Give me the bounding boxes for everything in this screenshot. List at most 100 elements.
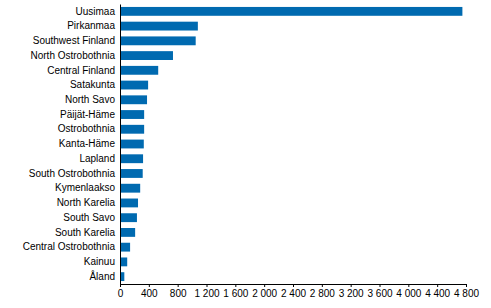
x-tick-label: 2 000 [252, 288, 277, 299]
x-tick-label: 400 [141, 288, 158, 299]
y-tick: Kainuu [84, 256, 115, 267]
x-tick: 2 000 [252, 284, 277, 299]
bar [120, 243, 130, 252]
x-axis: 0 400 800 1 200 1 600 2 000 2 400 2 800 3 2003 6… [118, 284, 480, 299]
y-tick-label: Päijät-Häme [60, 109, 115, 120]
x-tick: 4 800 [454, 284, 479, 299]
x-tick-label: 800 [170, 288, 187, 299]
chart: 0 400 800 1 200 1 600 2 000 2 400 2 800 3 2003 6… [0, 0, 491, 308]
y-tick: Central Ostrobothnia [23, 241, 116, 252]
x-tick-mark [408, 284, 409, 287]
y-tick-label: Satakunta [70, 79, 115, 90]
x-tick-mark [351, 284, 352, 287]
x-tick: 2 800 [310, 284, 335, 299]
x-tick-mark [322, 284, 323, 287]
y-tick: North Karelia [57, 197, 116, 208]
bar [120, 110, 144, 119]
y-tick: Päijät-Häme [60, 109, 115, 120]
plot: 0 400 800 1 200 1 600 2 000 2 400 2 800 3 2003 6… [23, 5, 480, 300]
y-tick-label: South Savo [63, 212, 115, 223]
y-tick: South Ostrobothnia [29, 168, 116, 179]
bar [120, 169, 143, 178]
y-tick-label: Pirkanmaa [67, 20, 115, 31]
x-tick-label: 3 200 [339, 288, 364, 299]
x-tick: 0 [118, 284, 124, 299]
y-tick: North Savo [65, 94, 115, 105]
bars [120, 7, 462, 281]
x-tick: 4 400 [425, 284, 450, 299]
x-tick-label: 4 400 [425, 288, 450, 299]
y-tick: South Savo [63, 212, 115, 223]
y-tick-label: Kainuu [84, 256, 115, 267]
x-tick-label: 3 600 [367, 288, 392, 299]
y-tick: Central Finland [47, 65, 115, 76]
y-tick: Lapland [79, 153, 115, 164]
y-tick-label: Kanta-Häme [59, 138, 116, 149]
x-tick: 400 [141, 284, 158, 299]
bar [120, 140, 144, 149]
y-tick-label: South Karelia [55, 227, 115, 238]
x-tick-mark [380, 284, 381, 287]
x-tick-label: 4 000 [396, 288, 421, 299]
x-tick-label: 4 800 [454, 288, 479, 299]
x-tick: 1 200 [194, 284, 219, 299]
y-tick: Uusimaa [76, 6, 116, 17]
bar [120, 184, 140, 193]
x-tick-mark [293, 284, 294, 287]
y-tick-label: North Ostrobothnia [31, 50, 116, 61]
x-tick-label: 1 200 [194, 288, 219, 299]
y-tick-label: Lapland [79, 153, 115, 164]
y-tick-label: Southwest Finland [33, 35, 115, 46]
x-axis-line [121, 285, 467, 288]
y-tick: Pirkanmaa [67, 20, 115, 31]
x-tick-mark [149, 284, 150, 287]
x-tick-mark [207, 284, 208, 287]
y-axis-line [120, 5, 121, 285]
bar [120, 257, 127, 266]
x-tick-mark [235, 284, 236, 287]
bar [120, 51, 173, 60]
y-tick-label: Central Finland [47, 65, 115, 76]
y-tick: Satakunta [70, 79, 115, 90]
x-tick-mark [178, 284, 179, 287]
bar [120, 125, 144, 134]
y-tick-label: Uusimaa [76, 6, 116, 17]
bar [120, 213, 137, 222]
bar [120, 36, 196, 45]
y-tick-label: Åland [89, 270, 115, 282]
bar [120, 22, 198, 31]
x-tick: 3 600 [367, 284, 392, 299]
x-tick-label: 1 600 [223, 288, 248, 299]
x-tick: 3 200 [339, 284, 364, 299]
y-tick-label: North Savo [65, 94, 115, 105]
x-tick: 800 [170, 284, 187, 299]
y-tick: Kanta-Häme [59, 138, 116, 149]
y-tick-label: North Karelia [57, 197, 116, 208]
x-tick-mark [437, 284, 438, 287]
y-tick: South Karelia [55, 227, 115, 238]
x-tick: 4 000 [396, 284, 421, 299]
y-tick-label: Ostrobothnia [58, 123, 116, 134]
x-tick-label: 0 [118, 288, 124, 299]
bar [120, 81, 148, 90]
bar [120, 228, 135, 237]
y-tick-label: South Ostrobothnia [29, 168, 116, 179]
y-tick: Kymenlaakso [55, 182, 115, 193]
y-tick-label: Kymenlaakso [55, 182, 115, 193]
y-axis: Uusimaa Pirkanmaa Southwest Finland North O… [23, 5, 121, 285]
y-tick-label: Central Ostrobothnia [23, 241, 116, 252]
y-tick: Ostrobothnia [58, 123, 116, 134]
bar [120, 154, 143, 163]
x-tick: 1 600 [223, 284, 248, 299]
x-tick: 2 400 [281, 284, 306, 299]
x-tick-mark [264, 284, 265, 287]
x-tick-mark [466, 284, 467, 287]
bar [120, 199, 138, 208]
y-tick: North Ostrobothnia [31, 50, 116, 61]
x-tick-label: 2 800 [310, 288, 335, 299]
x-tick-label: 2 400 [281, 288, 306, 299]
bar [120, 66, 158, 75]
bar [120, 95, 147, 104]
y-tick: Åland [89, 270, 115, 282]
bar [120, 7, 462, 16]
